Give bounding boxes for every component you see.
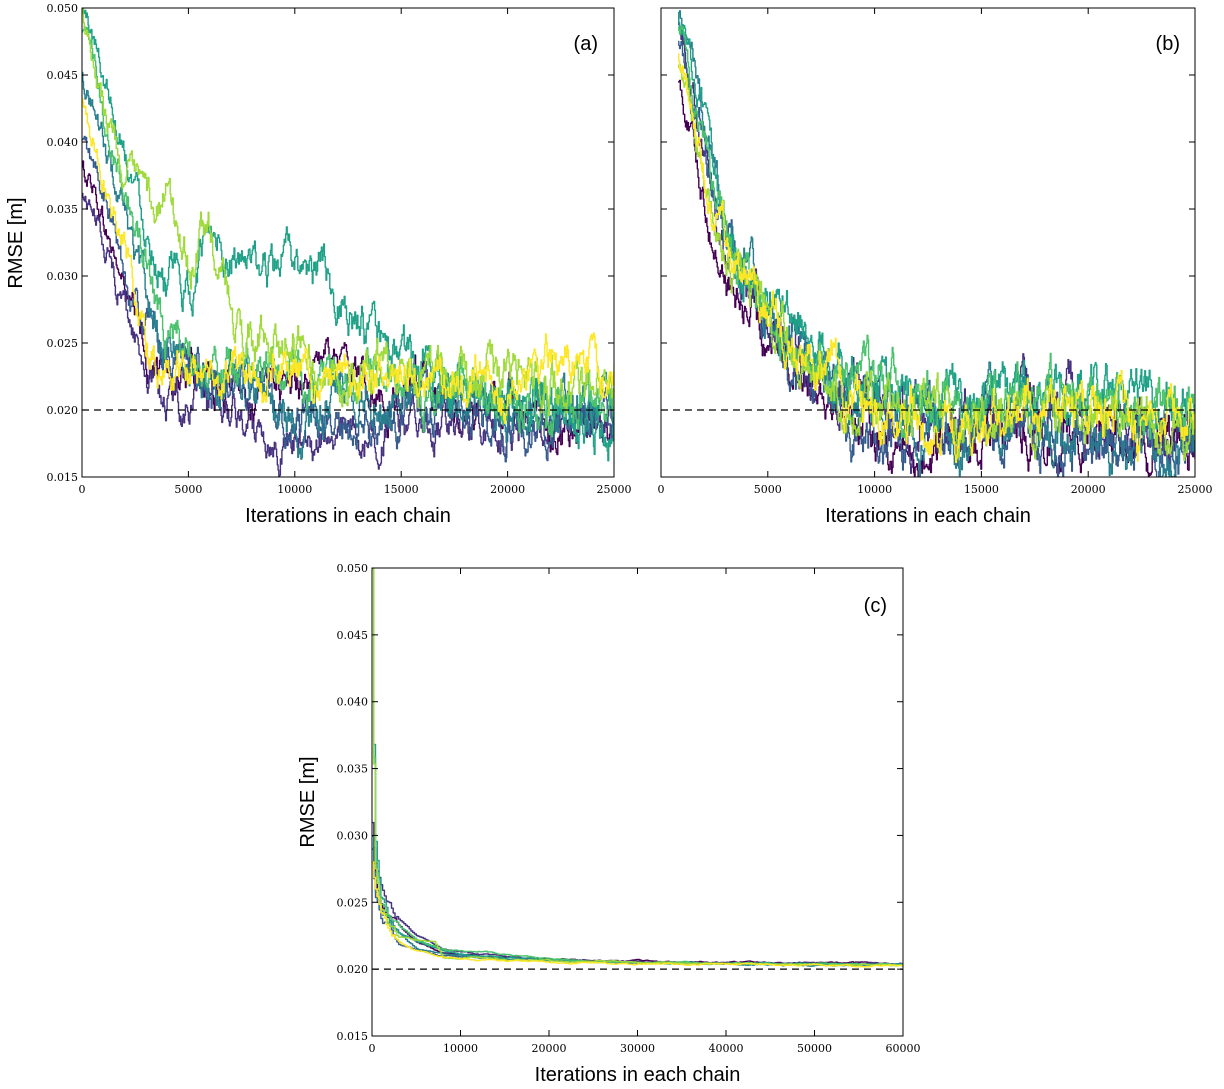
- series-line: [82, 8, 614, 462]
- y-tick-label: 0.050: [337, 562, 369, 575]
- x-axis-label: Iterations in each chain: [245, 505, 451, 527]
- x-tick-label: 50000: [797, 1042, 832, 1055]
- series-line: [372, 848, 903, 966]
- panel-c: 0 10000 20000 30000 40000 50000 60000 0.015 0.02…: [297, 562, 921, 1086]
- series-line: [372, 568, 903, 967]
- traces: [82, 8, 614, 477]
- panel-label: (a): [574, 33, 598, 55]
- y-tick-label: 0.020: [47, 404, 79, 417]
- series-line: [678, 13, 1195, 433]
- x-axis-label: Iterations in each chain: [535, 1064, 741, 1086]
- series-line: [372, 568, 903, 967]
- y-tick-label: 0.050: [47, 2, 79, 15]
- series-line: [678, 53, 1195, 464]
- y-axis-label: RMSE [m]: [297, 756, 319, 847]
- x-tick-label: 20000: [532, 1042, 567, 1055]
- y-tick-label: 0.030: [47, 270, 79, 283]
- x-tick-label: 20000: [490, 483, 525, 496]
- traces: [678, 10, 1195, 477]
- series-line: [82, 25, 614, 438]
- series-line: [678, 25, 1195, 442]
- series-line: [82, 97, 614, 424]
- y-tick-label: 0.015: [337, 1030, 369, 1043]
- y-tick-label: 0.040: [337, 696, 369, 709]
- y-tick-label: 0.015: [47, 471, 79, 484]
- traces: [372, 568, 903, 968]
- y-tick-label: 0.040: [47, 136, 79, 149]
- x-tick-label: 20000: [1071, 483, 1106, 496]
- series-line: [82, 71, 614, 460]
- y-tick-label: 0.030: [337, 829, 369, 842]
- panel-label: (b): [1156, 33, 1180, 55]
- x-tick-label: 10000: [277, 483, 312, 496]
- plot-frame: [660, 7, 1196, 478]
- x-tick-label: 60000: [886, 1042, 921, 1055]
- y-tick-label: 0.045: [47, 69, 79, 82]
- x-tick-label: 10000: [443, 1042, 478, 1055]
- x-axis-label: Iterations in each chain: [825, 505, 1031, 527]
- x-tick-label: 0: [79, 483, 86, 496]
- series-line: [372, 821, 903, 966]
- plot-frame: [81, 7, 615, 478]
- panel-b: 0 5000 10000 15000 20000 25000 Iterations in e…: [658, 7, 1213, 527]
- x-tick-label: 25000: [1178, 483, 1213, 496]
- panel-label: (c): [864, 595, 887, 617]
- y-tick-label: 0.025: [337, 896, 369, 909]
- y-tick-label: 0.035: [337, 763, 369, 776]
- y-tick-label: 0.020: [337, 963, 369, 976]
- x-tick-label: 10000: [857, 483, 892, 496]
- series-line: [372, 835, 903, 966]
- x-tick-label: 30000: [620, 1042, 655, 1055]
- series-line: [372, 568, 903, 966]
- x-tick-label: 40000: [709, 1042, 744, 1055]
- y-tick-label: 0.025: [47, 337, 79, 350]
- panel-a: 0 5000 10000 15000 20000 25000 0.015 0.020 0.025…: [5, 2, 632, 527]
- series-line: [372, 835, 903, 967]
- x-tick-label: 5000: [754, 483, 782, 496]
- series-line: [372, 861, 903, 968]
- x-tick-label: 25000: [597, 483, 632, 496]
- x-tick-label: 15000: [964, 483, 999, 496]
- series-line: [678, 63, 1195, 462]
- x-tick-label: 5000: [174, 483, 202, 496]
- x-tick-label: 0: [658, 483, 665, 496]
- y-tick-label: 0.045: [337, 629, 369, 642]
- y-axis-label: RMSE [m]: [5, 197, 27, 288]
- x-tick-label: 15000: [384, 483, 419, 496]
- y-tick-label: 0.035: [47, 203, 79, 216]
- x-tick-label: 0: [369, 1042, 376, 1055]
